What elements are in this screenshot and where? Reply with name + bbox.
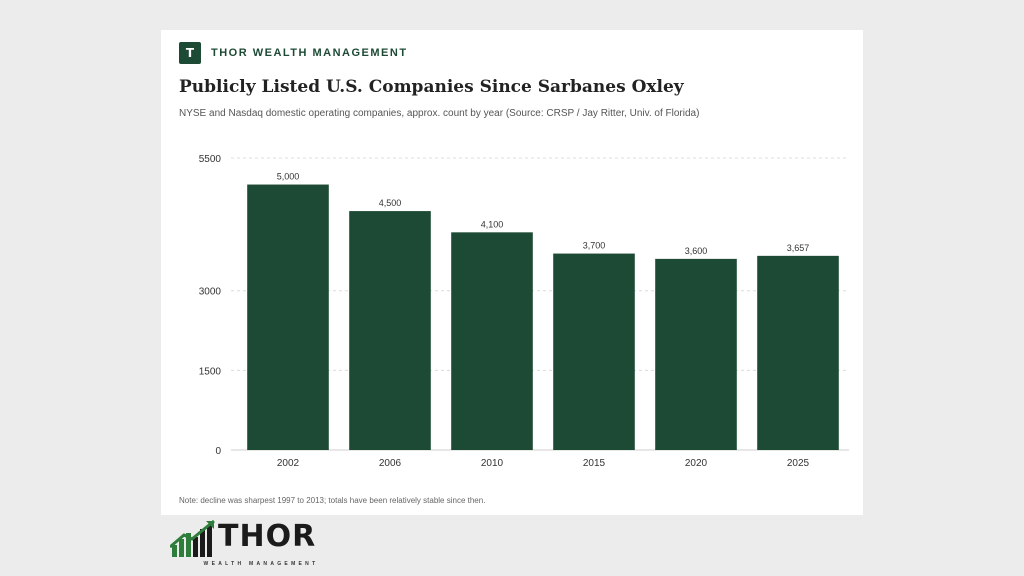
data-label: 3,600 — [685, 246, 708, 256]
x-tick-label: 2010 — [481, 458, 504, 469]
logo-wordmark: THOR — [218, 519, 317, 554]
y-tick-label: 1500 — [199, 366, 222, 377]
brand-badge-icon: T — [179, 42, 201, 64]
bar — [349, 211, 431, 450]
x-tick-label: 2002 — [277, 458, 300, 469]
data-label: 4,100 — [481, 219, 504, 229]
thor-logo: THOR WEALTH MANAGEMENT — [170, 517, 355, 569]
data-label: 5,000 — [277, 172, 300, 182]
x-tick-label: 2025 — [787, 458, 810, 469]
chart-note: Note: decline was sharpest 1997 to 2013;… — [179, 496, 486, 505]
y-tick-label: 5500 — [199, 154, 222, 165]
chart-title: Publicly Listed U.S. Companies Since Sar… — [179, 77, 684, 97]
bar-chart: 0 1500 3000 5500 5,000 2002 4,500 2006 4,100 2010… — [199, 154, 849, 469]
chart-subtitle: NYSE and Nasdaq domestic operating compa… — [179, 108, 700, 119]
bar — [451, 232, 533, 450]
data-label: 3,657 — [787, 243, 810, 253]
logo-tagline: WEALTH MANAGEMENT — [203, 561, 319, 567]
bar — [757, 255, 839, 450]
x-tick-label: 2015 — [583, 458, 606, 469]
growth-chart-logo-icon — [170, 519, 215, 557]
bar — [553, 253, 635, 450]
chart-card: T THOR WEALTH MANAGEMENT Publicly Listed… — [161, 30, 863, 515]
data-label: 3,700 — [583, 241, 606, 251]
x-tick-label: 2006 — [379, 458, 402, 469]
bar — [655, 258, 737, 450]
brand-header: T THOR WEALTH MANAGEMENT — [179, 42, 408, 64]
y-tick-label: 3000 — [199, 287, 222, 298]
x-tick-label: 2020 — [685, 458, 708, 469]
bar — [247, 184, 329, 450]
data-label: 4,500 — [379, 198, 402, 208]
brand-name: THOR WEALTH MANAGEMENT — [211, 47, 408, 59]
y-tick-label: 0 — [215, 446, 221, 457]
